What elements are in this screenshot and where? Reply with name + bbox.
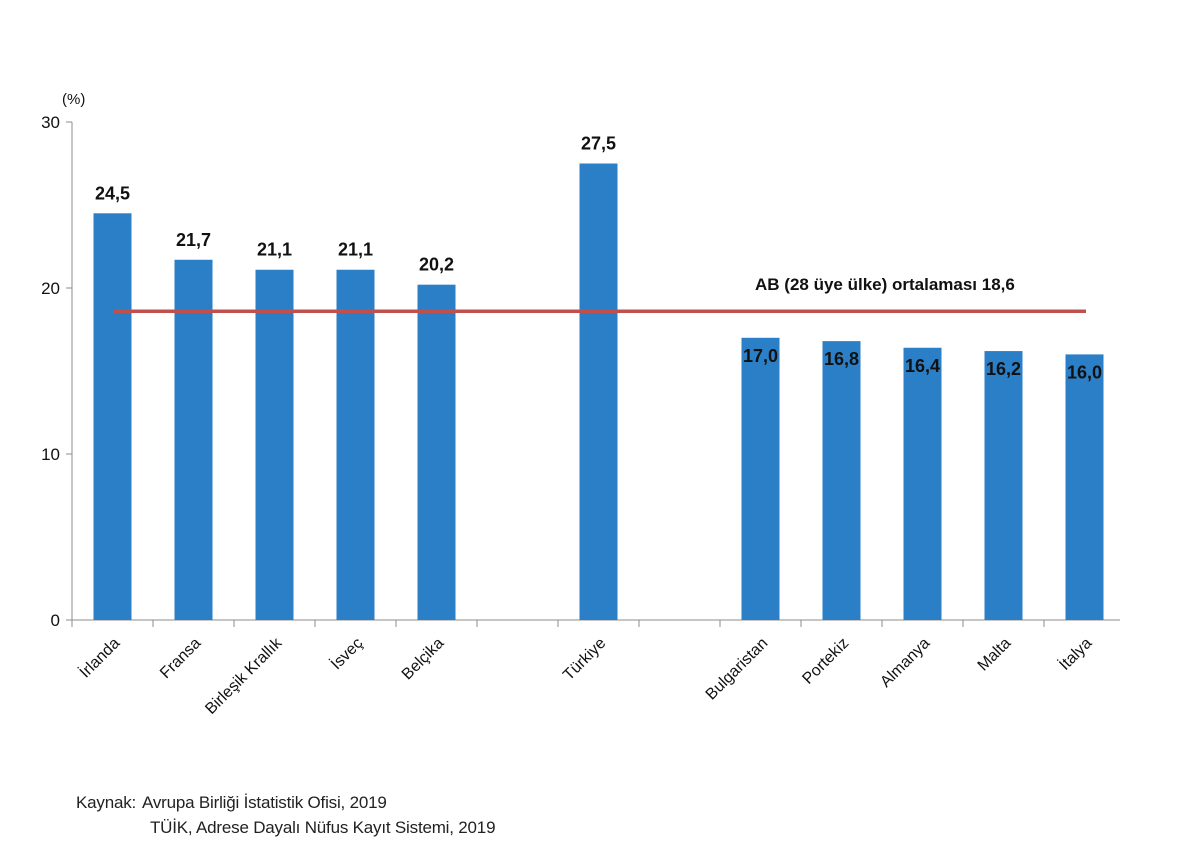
bar-value-label: 27,5 [581, 134, 616, 154]
bar [93, 213, 132, 621]
x-category-label: Fransa [157, 635, 204, 682]
source-line-1: Kaynak: Avrupa Birliği İstatistik Ofisi, … [76, 793, 387, 813]
y-unit-label: (%) [62, 91, 85, 108]
x-category-label: İsveç [326, 633, 366, 673]
x-category-label: Belçika [399, 635, 448, 684]
bar [255, 269, 294, 620]
x-category-label: Birleşik Krallık [202, 634, 286, 718]
y-tick-label: 20 [41, 279, 60, 298]
x-category-label: Malta [975, 635, 1015, 675]
bar-value-label: 21,7 [176, 230, 211, 250]
bar-value-label: 16,2 [986, 359, 1021, 379]
bar-value-label: 21,1 [338, 240, 373, 260]
bar [984, 351, 1023, 620]
x-category-label: İtalya [1055, 633, 1096, 674]
bar-value-label: 24,5 [95, 183, 130, 203]
x-category-label: İrlanda [75, 633, 123, 681]
bar-value-label: 21,1 [257, 240, 292, 260]
bar [822, 341, 861, 620]
source-label: Kaynak: [76, 793, 137, 812]
y-tick-label: 30 [41, 113, 60, 132]
bar [741, 337, 780, 620]
bar [1065, 354, 1104, 620]
x-category-label: Bulgaristan [703, 635, 772, 704]
bar [903, 347, 942, 620]
bar-value-label: 16,0 [1067, 362, 1102, 382]
bar [417, 284, 456, 620]
bar-value-label: 20,2 [419, 255, 454, 275]
x-category-label: Portekiz [799, 635, 852, 688]
y-tick-label: 0 [51, 611, 60, 630]
bar-value-label: 17,0 [743, 346, 778, 366]
bar [174, 259, 213, 620]
bar [579, 163, 618, 620]
x-category-label: Türkiye [560, 635, 609, 684]
bar-value-label: 16,4 [905, 356, 940, 376]
source-text-2: TÜİK, Adrese Dayalı Nüfus Kayıt Sistemi,… [150, 818, 496, 837]
x-category-label: Almanya [877, 635, 933, 691]
source-line-2: TÜİK, Adrese Dayalı Nüfus Kayıt Sistemi,… [150, 818, 496, 838]
y-tick-label: 10 [41, 445, 60, 464]
eu-average-label: AB (28 üye ülke) ortalaması 18,6 [755, 275, 1015, 294]
chart-canvas: (%) 0 10 20 30 24,5 İrlanda 21,7 Fransa 21,1 Birle… [41, 91, 1120, 718]
bar [336, 269, 375, 620]
source-text-1: Avrupa Birliği İstatistik Ofisi, 2019 [142, 793, 387, 812]
bar-value-label: 16,8 [824, 349, 859, 369]
